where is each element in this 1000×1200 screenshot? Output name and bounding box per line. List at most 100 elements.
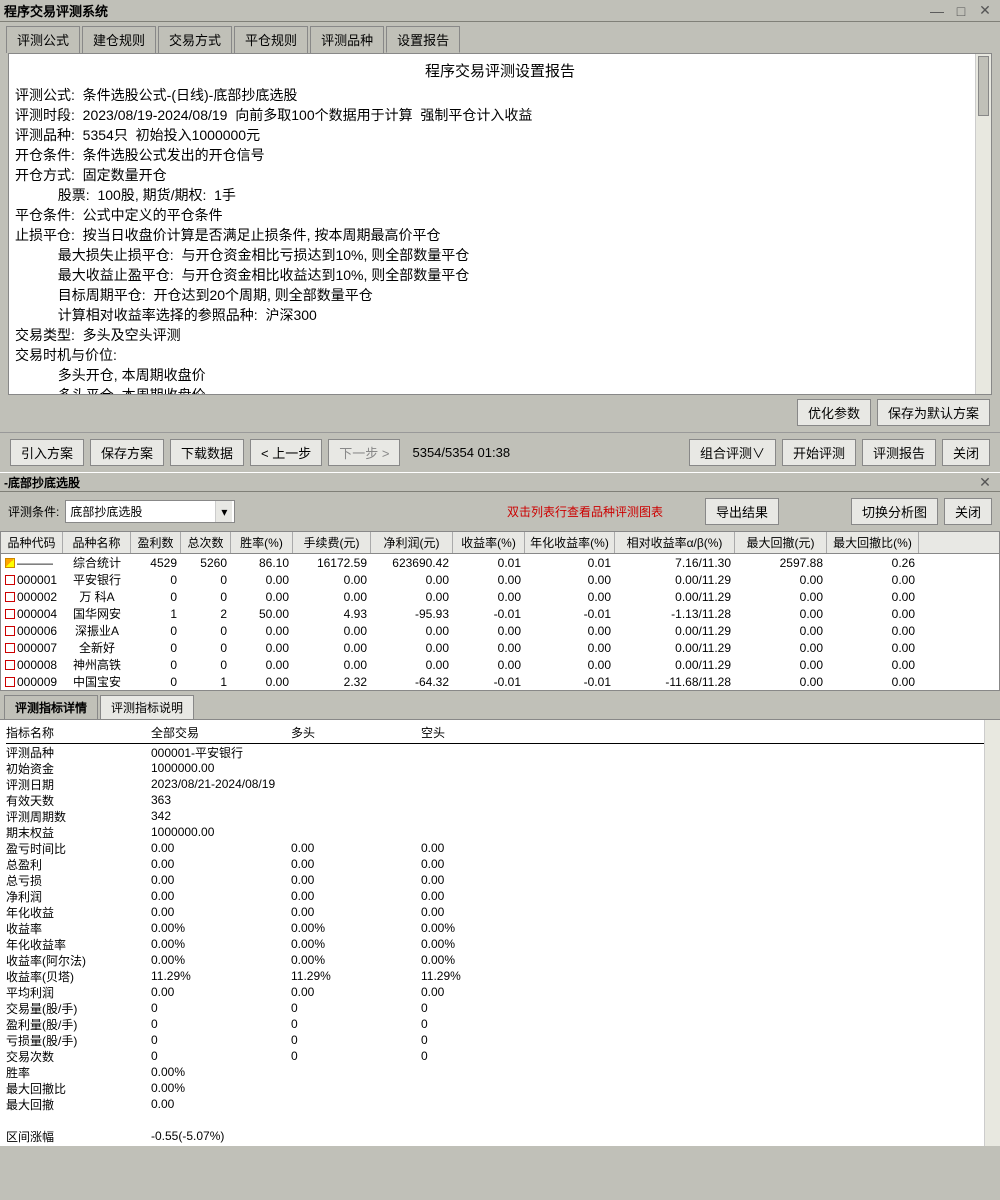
detail-tab-1[interactable]: 评测指标说明 [100,695,194,719]
tab-0[interactable]: 评测公式 [6,26,80,53]
filter-combo[interactable]: 底部抄底选股 [65,500,235,523]
detail-cell: 年化收益 [6,904,151,921]
grid-cell: 万 科A [63,588,131,605]
save-plan-button[interactable]: 保存方案 [90,439,164,466]
sub-close-button[interactable]: 关闭 [944,498,992,525]
grid-cell: 0.00 [735,624,827,638]
close-button[interactable]: 关闭 [942,439,990,466]
grid-cell: 0.00 [453,573,525,587]
detail-scrollbar[interactable] [984,720,1000,1146]
grid-cell: 平安银行 [63,571,131,588]
detail-cell: 收益率 [6,920,151,937]
grid-header-cell[interactable]: 手续费(元) [293,532,371,553]
table-row[interactable]: 000002万 科A000.000.000.000.000.000.00/11.… [1,588,999,605]
grid-cell: 0.00 [827,590,919,604]
table-row[interactable]: 000008神州高铁000.000.000.000.000.000.00/11.… [1,656,999,673]
grid-cell: 0.00 [735,641,827,655]
grid-cell: 16172.59 [293,556,371,570]
switch-chart-button[interactable]: 切换分析图 [851,498,938,525]
table-row[interactable]: 000007全新好000.000.000.000.000.000.00/11.2… [1,639,999,656]
main-tabs: 评测公式建仓规则交易方式平仓规则评测品种设置报告 [0,22,1000,53]
grid-header-cell[interactable]: 品种名称 [63,532,131,553]
next-step-button[interactable]: 下一步 > [328,439,400,466]
detail-cell: 0.00% [151,1081,291,1095]
report-line: 最大损失止损平仓: 与开仓资金相比亏损达到10%, 则全部数量平仓 [15,245,985,265]
grid-cell: 5260 [181,556,231,570]
row-checkbox-icon[interactable] [5,677,15,687]
start-eval-button[interactable]: 开始评测 [782,439,856,466]
grid-header-cell[interactable]: 相对收益率α/β(%) [615,532,735,553]
grid-cell: 0.00 [827,607,919,621]
detail-cell: 有效天数 [6,792,151,809]
grid-header-cell[interactable]: 总次数 [181,532,231,553]
tab-1[interactable]: 建仓规则 [82,26,156,53]
grid-cell: 0.00/11.29 [615,658,735,672]
report-scrollbar[interactable] [975,54,991,394]
row-checkbox-icon[interactable] [5,626,15,636]
detail-row: 总盈利0.000.000.00 [6,856,994,872]
table-row[interactable]: 000009中国宝安010.002.32-64.32-0.01-0.01-11.… [1,673,999,690]
grid-cell: 0.00 [453,624,525,638]
report-line: 最大收益止盈平仓: 与开仓资金相比收益达到10%, 则全部数量平仓 [15,265,985,285]
export-result-button[interactable]: 导出结果 [705,498,779,525]
detail-cell: 2023/08/21-2024/08/19 [151,777,291,791]
grid-cell: 0.00 [371,573,453,587]
grid-cell: 0.00 [231,590,293,604]
grid-cell: 0.00 [525,573,615,587]
table-row[interactable]: 000004国华网安1250.004.93-95.93-0.01-0.01-1.… [1,605,999,622]
grid-cell: 4529 [131,556,181,570]
grid-cell: 000008 [1,658,63,672]
grid-header-cell[interactable]: 最大回撤比(%) [827,532,919,553]
table-row[interactable]: ———综合统计4529526086.1016172.59623690.420.0… [1,554,999,571]
import-plan-button[interactable]: 引入方案 [10,439,84,466]
detail-row: 净利润0.000.000.00 [6,888,994,904]
tab-4[interactable]: 评测品种 [310,26,384,53]
grid-header-cell[interactable]: 品种代码 [1,532,63,553]
table-row[interactable]: 000001平安银行000.000.000.000.000.000.00/11.… [1,571,999,588]
eval-report-button[interactable]: 评测报告 [862,439,936,466]
detail-row: 交易次数000 [6,1048,994,1064]
row-checkbox-icon[interactable] [5,609,15,619]
detail-cell: 0 [151,1001,291,1015]
prev-step-button[interactable]: < 上一步 [250,439,322,466]
detail-cell: 0 [151,1049,291,1063]
row-checkbox-icon[interactable] [5,592,15,602]
tab-2[interactable]: 交易方式 [158,26,232,53]
download-data-button[interactable]: 下载数据 [170,439,244,466]
grid-cell: -0.01 [525,675,615,689]
grid-header-cell[interactable]: 最大回撤(元) [735,532,827,553]
grid-cell: 0 [131,590,181,604]
grid-cell: 全新好 [63,639,131,656]
grid-header-cell[interactable]: 盈利数 [131,532,181,553]
table-row[interactable]: 000006深振业A000.000.000.000.000.000.00/11.… [1,622,999,639]
optimize-params-button[interactable]: 优化参数 [797,399,871,426]
detail-cell: 评测品种 [6,744,151,761]
combo-eval-button[interactable]: 组合评测∨ [689,439,776,466]
maximize-icon[interactable]: □ [950,2,972,20]
detail-cell: 最大回撤 [6,1096,151,1113]
close-icon[interactable]: ✕ [974,2,996,20]
grid-header-cell[interactable]: 年化收益率(%) [525,532,615,553]
detail-cell: 0.00% [151,937,291,951]
detail-tab-0[interactable]: 评测指标详情 [4,695,98,719]
row-checkbox-icon[interactable] [5,643,15,653]
grid-header-cell[interactable]: 收益率(%) [453,532,525,553]
save-default-button[interactable]: 保存为默认方案 [877,399,990,426]
grid-cell: 4.93 [293,607,371,621]
row-checkbox-icon[interactable] [5,575,15,585]
row-checkbox-icon[interactable] [5,558,15,568]
detail-panel: 指标名称全部交易多头空头 评测品种000001-平安银行初始资金1000000.… [0,719,1000,1146]
minimize-icon[interactable]: — [926,2,948,20]
detail-cell: 交易次数 [6,1048,151,1065]
grid-header-cell[interactable]: 胜率(%) [231,532,293,553]
grid-cell: 0.00 [371,658,453,672]
detail-cell: 0 [291,1033,421,1047]
row-checkbox-icon[interactable] [5,660,15,670]
detail-row: 评测日期2023/08/21-2024/08/19 [6,776,994,792]
detail-row: 平均利润0.000.000.00 [6,984,994,1000]
tab-3[interactable]: 平仓规则 [234,26,308,53]
tab-5[interactable]: 设置报告 [386,26,460,53]
grid-header-cell[interactable]: 净利润(元) [371,532,453,553]
sub-close-icon[interactable]: ✕ [974,473,996,491]
main-button-row: 引入方案 保存方案 下载数据 < 上一步 下一步 > 5354/5354 01:… [0,432,1000,472]
